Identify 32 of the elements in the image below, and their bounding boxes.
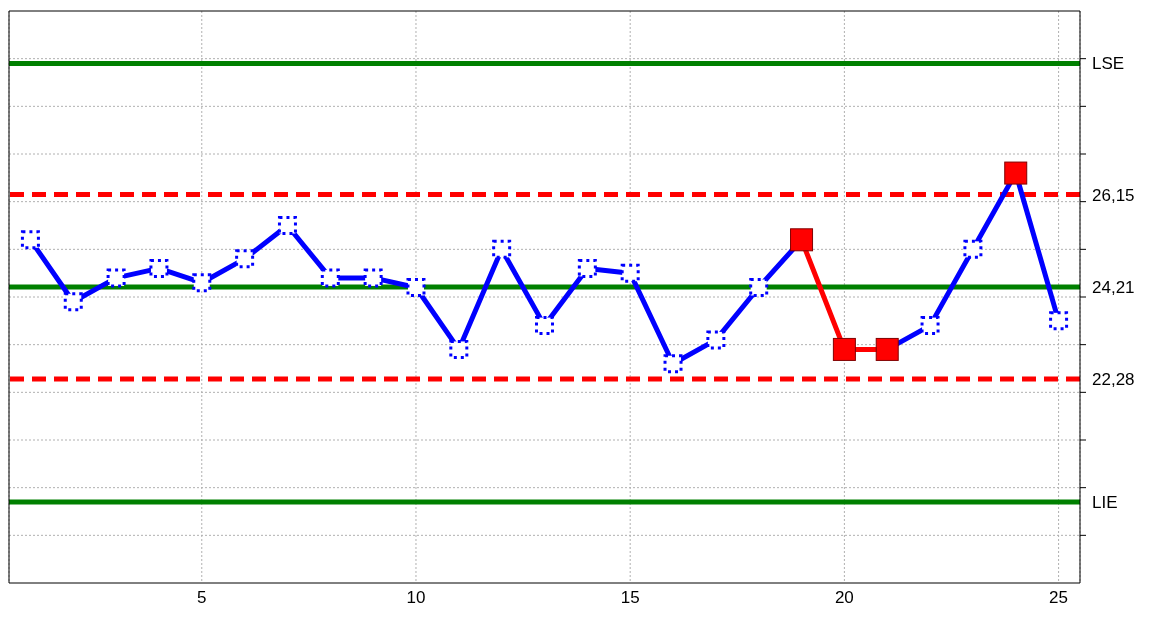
point [832, 337, 856, 361]
point [449, 339, 469, 359]
point [535, 316, 554, 336]
point [620, 263, 640, 283]
point [406, 277, 426, 297]
point [492, 239, 512, 259]
point [20, 230, 40, 250]
ref-line-label: 26,15 [1092, 185, 1135, 205]
point [1049, 311, 1069, 331]
point [706, 330, 726, 350]
point [106, 268, 126, 288]
ref-line-label: LSE [1092, 54, 1125, 74]
point [963, 239, 983, 259]
x-tick-label: 15 [620, 588, 640, 608]
ref-line-label: 24,21 [1092, 278, 1135, 298]
point [363, 268, 383, 288]
x-tick-label: 5 [197, 588, 207, 608]
ref-line-label: 22,28 [1092, 370, 1135, 390]
x-tick-label: 25 [1049, 588, 1069, 608]
point [663, 354, 683, 374]
x-tick-label: 10 [406, 588, 426, 608]
point [920, 316, 940, 336]
x-tick-label: 20 [834, 588, 854, 608]
point [149, 258, 169, 278]
point [749, 277, 769, 297]
point [63, 292, 83, 312]
point [320, 268, 340, 288]
point [192, 273, 212, 293]
point [235, 249, 255, 269]
point [577, 258, 597, 278]
ref-line-label: LIE [1092, 493, 1118, 512]
point [277, 216, 297, 235]
